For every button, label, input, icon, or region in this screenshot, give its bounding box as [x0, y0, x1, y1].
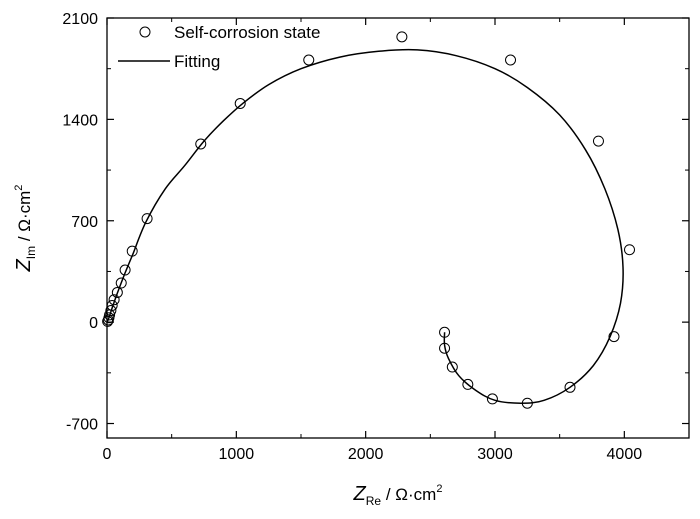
data-point — [119, 264, 131, 276]
fitting-line — [106, 48, 624, 404]
y-tick-label: 700 — [71, 214, 98, 231]
y-axis-title: ZIm / Ω·cm2 — [13, 185, 38, 273]
axes-layer: 0 1000 2000 3000 4000 -700 0 700 1400 2100 — [62, 11, 689, 463]
y-tick-label: 1400 — [62, 112, 98, 129]
data-point — [234, 97, 246, 109]
x-tick-label: 3000 — [477, 446, 513, 463]
plot-layer — [102, 31, 636, 409]
legend: Self-corrosion state Fitting — [118, 23, 320, 71]
legend-label-self-corrosion: Self-corrosion state — [174, 23, 320, 42]
data-point — [115, 277, 127, 289]
data-point — [592, 135, 604, 147]
x-tick-label: 1000 — [219, 446, 255, 463]
data-point — [505, 54, 517, 66]
data-point — [521, 397, 533, 409]
data-point — [462, 378, 474, 390]
data-point — [195, 138, 207, 150]
x-tick-label: 4000 — [607, 446, 643, 463]
plot-frame — [106, 17, 690, 439]
x-tick-label: 2000 — [348, 446, 384, 463]
legend-label-fitting: Fitting — [174, 52, 220, 71]
data-point — [439, 342, 451, 354]
y-tick-label: 2100 — [62, 11, 98, 28]
data-point — [126, 245, 138, 257]
y-tick-label: -700 — [66, 417, 98, 434]
y-tick-label: 0 — [89, 315, 98, 332]
data-point — [108, 294, 120, 306]
data-point — [396, 31, 408, 43]
data-point — [439, 326, 451, 338]
x-axis-title: ZRe / Ω·cm2 — [353, 483, 443, 508]
data-point — [446, 361, 458, 373]
data-point — [608, 331, 620, 343]
data-point — [486, 393, 498, 405]
x-tick-label: 0 — [103, 446, 112, 463]
data-point — [303, 54, 315, 66]
data-point — [105, 305, 117, 317]
data-point — [624, 244, 636, 256]
data-point — [111, 286, 123, 298]
legend-marker-circle — [139, 26, 151, 38]
data-point — [564, 381, 576, 393]
data-point — [141, 213, 153, 225]
